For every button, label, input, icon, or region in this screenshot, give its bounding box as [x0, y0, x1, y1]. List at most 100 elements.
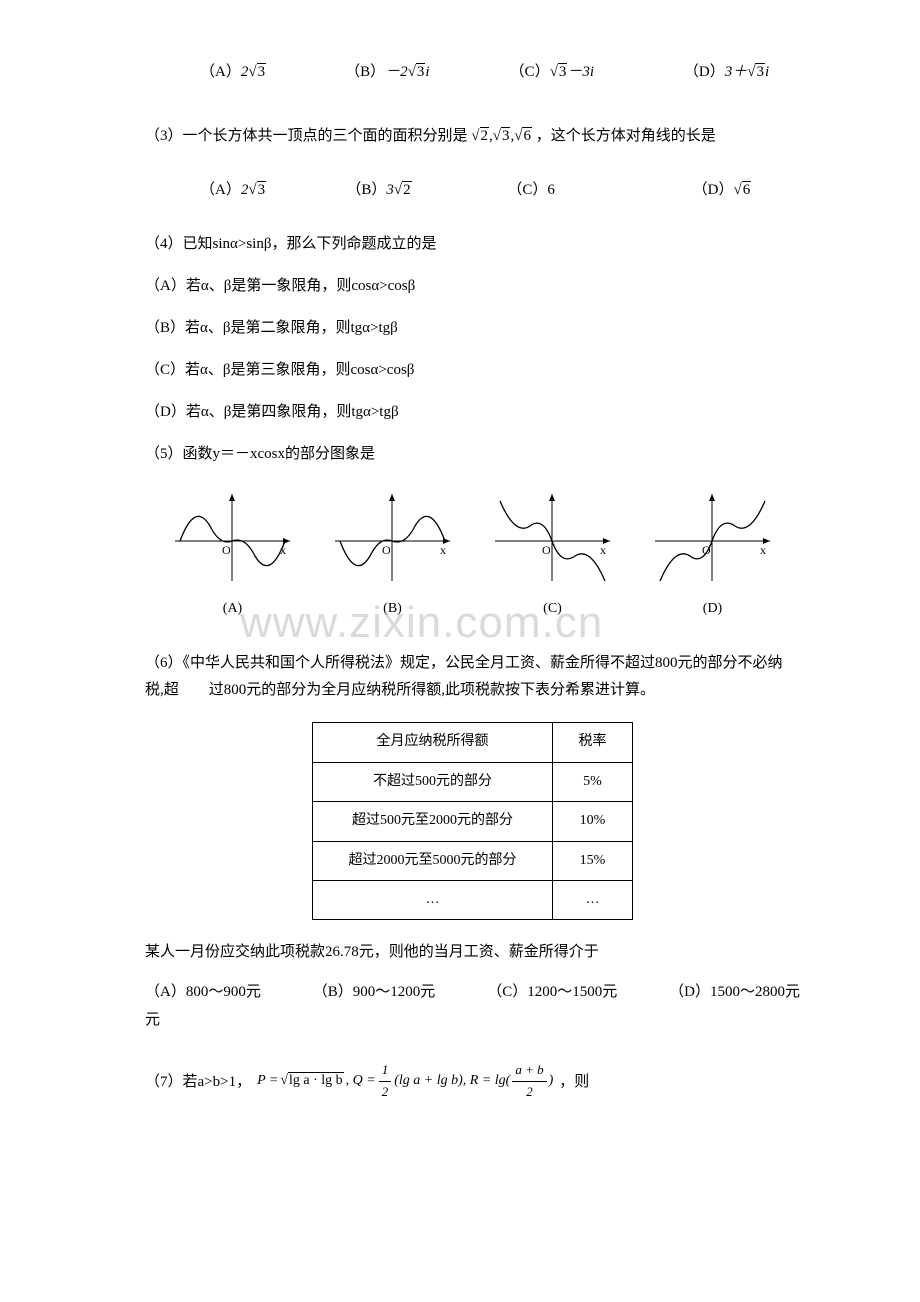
q3-sqrts: 2,3,6: [471, 128, 535, 144]
table-row: … …: [313, 880, 633, 919]
q4-a: （A）若α、β是第一象限角，则cosα>cosβ: [145, 274, 800, 298]
q6-opt-a: （A）800～900元: [145, 980, 261, 1004]
q2-d-label: （D）: [684, 60, 725, 84]
q3-options: （A） 23 （B） 32 （C） 6 （D） 6: [145, 178, 800, 202]
q2-b-suf: i: [425, 64, 429, 80]
q2-a-val: 23: [241, 60, 266, 84]
table-row: 不超过500元的部分 5%: [313, 762, 633, 801]
q3-stem: （3）一个长方体共一顶点的三个面的面积分别是 2,3,6 ，这个长方体对角线的长…: [145, 124, 800, 148]
q2-d-sqrt: 3: [755, 63, 765, 80]
tax-c: 超过2000元至5000元的部分: [313, 841, 553, 880]
q4-c: （C）若α、β是第三象限角，则cosα>cosβ: [145, 358, 800, 382]
q3-s3: 6: [522, 127, 532, 144]
tax-table: 全月应纳税所得额 税率 不超过500元的部分 5% 超过500元至2000元的部…: [312, 722, 633, 920]
q2-c-val: 3－3i: [550, 60, 594, 84]
q3-b-label: （B）: [346, 178, 386, 202]
q2-d-val: 3＋ 3i: [725, 60, 769, 84]
tax-c: 不超过500元的部分: [313, 762, 553, 801]
svg-text:x: x: [440, 543, 446, 557]
tax-th2: 税率: [553, 723, 633, 762]
q3-d-sqrt: 6: [742, 181, 752, 198]
graph-d-label: (D): [645, 598, 780, 620]
table-row: 超过500元至2000元的部分 10%: [313, 802, 633, 841]
q7-row: （7）若a>b>1， P = lg a · lg b , Q = 12(lg a…: [145, 1060, 800, 1103]
table-row: 超过2000元至5000元的部分 15%: [313, 841, 633, 880]
q4-b: （B）若α、β是第二象限角，则tgα>tgβ: [145, 316, 800, 340]
graph-c-svg: O x: [485, 486, 620, 586]
q2-a-pre: 2: [241, 64, 249, 80]
graph-b: O x (B): [325, 486, 460, 620]
svg-text:O: O: [222, 543, 231, 557]
q2-c-sqrt: 3: [558, 63, 568, 80]
q2-a-sqrt: 3: [257, 63, 267, 80]
graph-a-label: (A): [165, 598, 300, 620]
q3-s2: 3: [501, 127, 511, 144]
tax-c: 5%: [553, 762, 633, 801]
graph-b-label: (B): [325, 598, 460, 620]
q6-opt-d: （D）1500～2800元: [669, 980, 800, 1004]
graph-b-svg: O x: [325, 486, 460, 586]
q3-opt-d: （D） 6: [693, 178, 800, 202]
tax-c: 超过500元至2000元的部分: [313, 802, 553, 841]
tax-c: 15%: [553, 841, 633, 880]
graph-c-label: (C): [485, 598, 620, 620]
q3-opt-c: （C） 6: [507, 178, 692, 202]
tax-c: …: [553, 880, 633, 919]
q3-d-label: （D）: [693, 178, 734, 202]
q2-b-sqrt: 3: [416, 63, 426, 80]
q3-b-pre: 3: [386, 182, 394, 198]
q3-stem-b: ，这个长方体对角线的长是: [536, 128, 716, 144]
q7-suffix: ，则: [559, 1070, 589, 1094]
svg-text:O: O: [542, 543, 551, 557]
graph-d-svg: O x: [645, 486, 780, 586]
q3-opt-a: （A） 23: [200, 178, 346, 202]
q6-opt-c: （C）1200～1500元: [487, 980, 617, 1004]
q2-c-label: （C）: [510, 60, 550, 84]
graph-d: O x (D): [645, 486, 780, 620]
q7-prefix: （7）若a>b>1，: [145, 1070, 251, 1094]
q2-b-label: （B）: [345, 60, 385, 84]
q5-graphs: O x (A) O x (B) O x (C): [165, 486, 780, 620]
q2-opt-d: （D） 3＋ 3i: [684, 60, 800, 84]
q3-b-sqrt: 2: [402, 181, 412, 198]
svg-text:x: x: [280, 543, 286, 557]
q6-after: 某人一月份应交纳此项税款26.78元，则他的当月工资、薪金所得介于: [145, 940, 800, 964]
svg-text:x: x: [760, 543, 766, 557]
q3-c-label: （C）: [507, 178, 547, 202]
q3-stem-a: （3）一个长方体共一顶点的三个面的面积分别是: [145, 128, 468, 144]
q2-b-val: －2 3i: [385, 60, 429, 84]
q3-a-pre: 2: [241, 182, 249, 198]
q2-d-pre: 3＋: [725, 64, 748, 80]
q2-d-suf: i: [765, 64, 769, 80]
q2-b-pre: －2: [385, 64, 408, 80]
q3-s1: 2: [480, 127, 490, 144]
tax-c: 10%: [553, 802, 633, 841]
q6-opt-b: （B）900～1200元: [313, 980, 436, 1004]
tax-c: …: [313, 880, 553, 919]
q6-para: （6）《中华人民共和国个人所得税法》规定，公民全月工资、薪金所得不超过800元的…: [145, 650, 800, 704]
graph-c: O x (C): [485, 486, 620, 620]
svg-text:x: x: [600, 543, 606, 557]
q2-c-suf: －3i: [567, 64, 594, 80]
q3-a-label: （A）: [200, 178, 241, 202]
q6-options: （A）800～900元 （B）900～1200元 （C）1200～1500元 （…: [145, 980, 800, 1004]
q2-opt-a: （A） 23: [200, 60, 345, 84]
q2-a-label: （A）: [200, 60, 241, 84]
q4-stem: （4）已知sinα>sinβ，那么下列命题成立的是: [145, 232, 800, 256]
q7-formula: P = lg a · lg b , Q = 12(lg a + lg b), R…: [257, 1060, 553, 1103]
q3-opt-b: （B） 32: [346, 178, 507, 202]
q2-opt-c: （C） 3－3i: [510, 60, 684, 84]
svg-text:O: O: [382, 543, 391, 557]
svg-text:O: O: [702, 543, 711, 557]
q5-stem: （5）函数y＝－xcosx的部分图象是: [145, 442, 800, 466]
q2-opt-b: （B） －2 3i: [345, 60, 510, 84]
q3-c-val: 6: [547, 178, 555, 202]
q6-opt-d-wrap: 元: [145, 1008, 800, 1032]
table-row: 全月应纳税所得额 税率: [313, 723, 633, 762]
tax-th1: 全月应纳税所得额: [313, 723, 553, 762]
q3-a-sqrt: 3: [257, 181, 267, 198]
q2-options: （A） 23 （B） －23i （C） 3－3i （D） 3＋3i: [145, 60, 800, 84]
graph-a: O x (A): [165, 486, 300, 620]
q4-d: （D）若α、β是第四象限角，则tgα>tgβ: [145, 400, 800, 424]
graph-a-svg: O x: [165, 486, 300, 586]
